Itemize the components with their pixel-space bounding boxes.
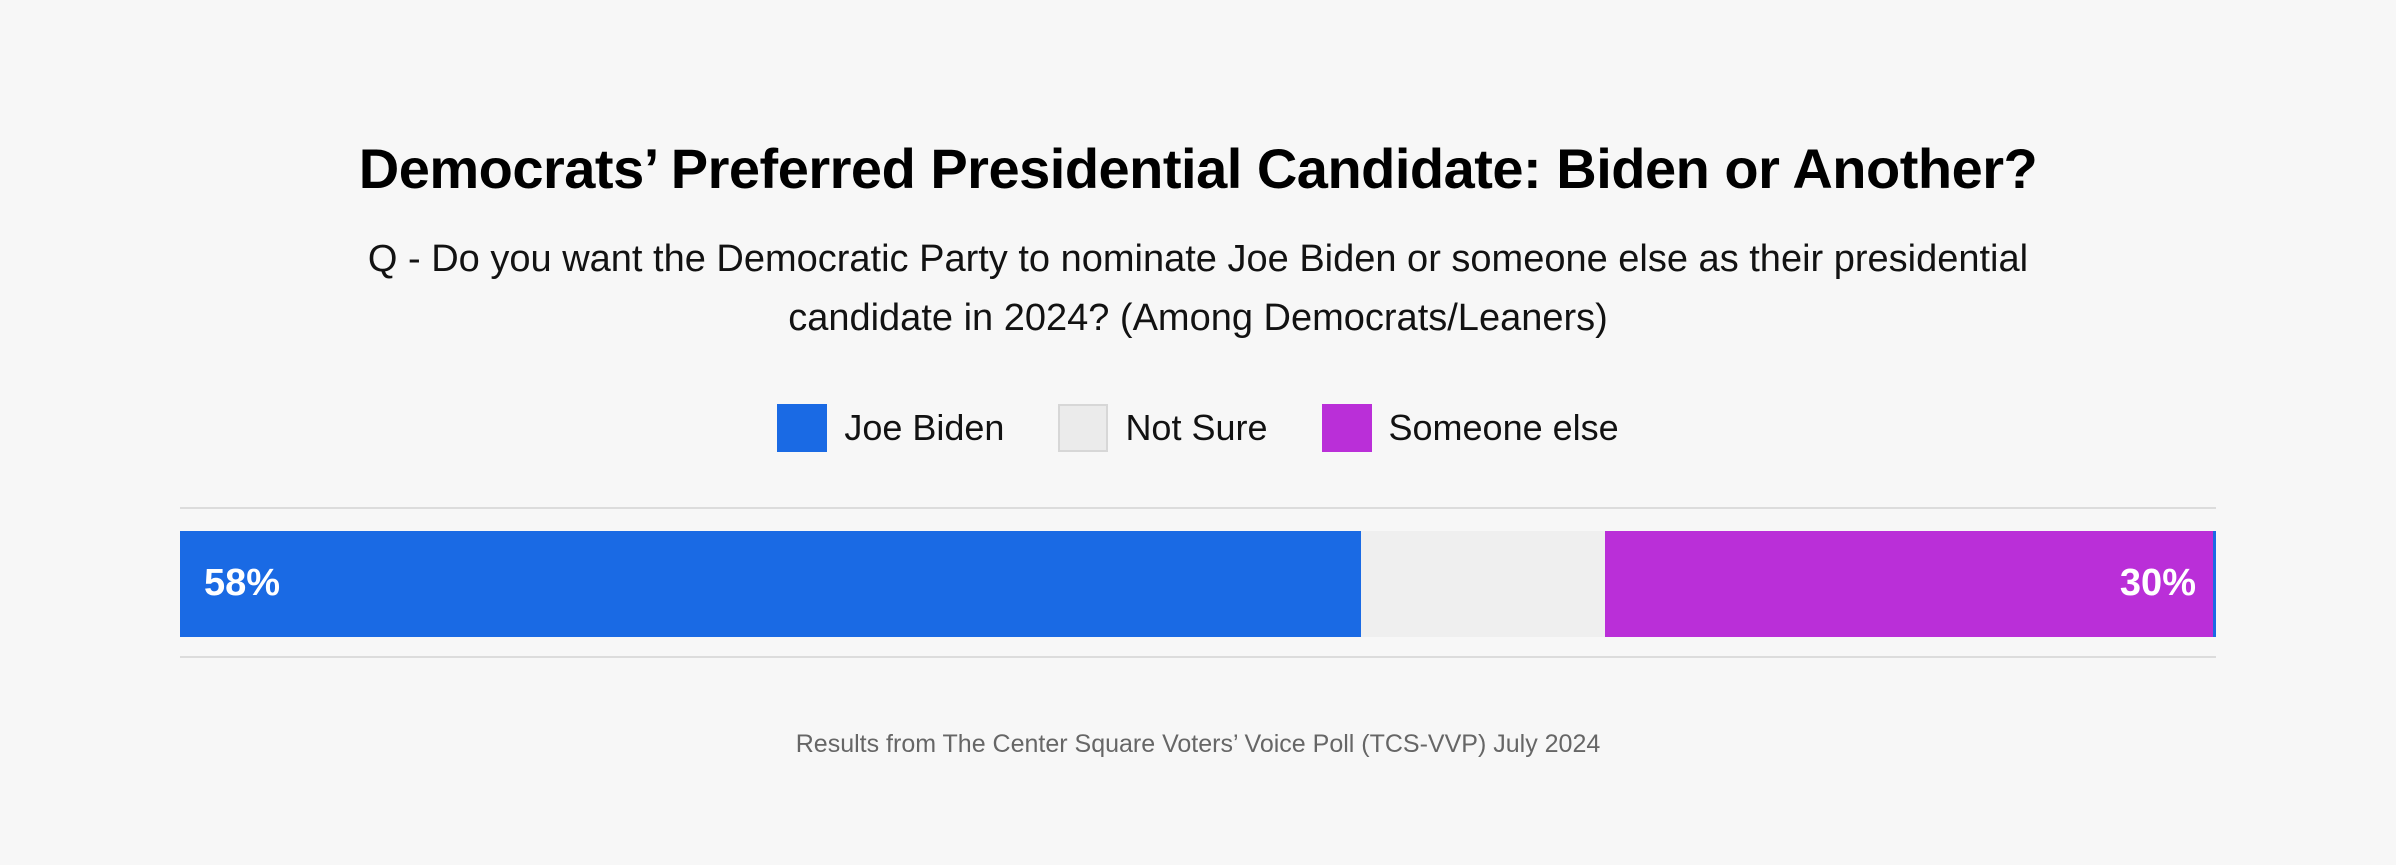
chart-top-divider: [180, 506, 2216, 509]
chart-bottom-divider: [180, 655, 2216, 658]
chart-legend: Joe Biden Not Sure Someone else: [180, 403, 2216, 452]
subtitle-line-1: Q - Do you want the Democratic Party to …: [367, 238, 2029, 280]
stacked-bar-chart: 58% 30%: [180, 506, 2216, 658]
stacked-bar: 58% 30%: [180, 530, 2216, 637]
page: { "page": { "background": "#f7f7f7" }, "…: [0, 134, 2396, 865]
legend-label: Someone else: [1388, 406, 1619, 448]
subtitle-line-2: candidate in 2024? (Among Democrats/Lean…: [788, 296, 1608, 339]
chart-subtitle: Q - Do you want the Democratic Party to …: [180, 230, 2216, 348]
chart-container: Democrats’ Preferred Presidential Candid…: [180, 134, 2216, 759]
chart-title: Democrats’ Preferred Presidential Candid…: [358, 137, 2038, 200]
legend-swatch-icon: [777, 403, 828, 452]
bar-value-label-someone-else: 30%: [2119, 562, 2196, 605]
legend-label: Joe Biden: [844, 406, 1005, 448]
legend-item-someone-else: Someone else: [1321, 403, 1619, 452]
legend-swatch-icon: [1058, 403, 1109, 452]
legend-item-joe-biden: Joe Biden: [777, 403, 1005, 452]
source-note: Results from The Center Square Voters’ V…: [795, 729, 1601, 758]
bar-segment-someone-else: 30%: [1605, 530, 2216, 637]
bar-segment-not-sure: [1360, 530, 1606, 637]
bar-value-label-joe-biden: 58%: [204, 562, 281, 605]
bar-segment-joe-biden: 58%: [180, 530, 1361, 637]
bar-right-edge: [2213, 530, 2216, 637]
legend-label: Not Sure: [1125, 406, 1268, 448]
legend-swatch-icon: [1321, 403, 1372, 452]
legend-item-not-sure: Not Sure: [1058, 403, 1268, 452]
